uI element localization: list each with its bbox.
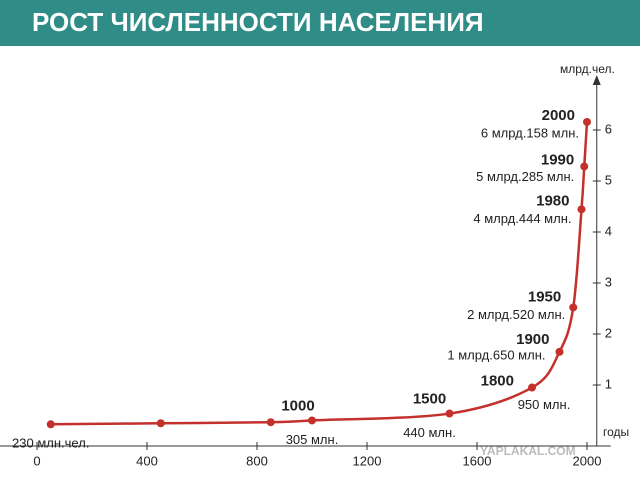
title-banner — [0, 0, 640, 46]
y-tick-label: 5 — [605, 172, 612, 187]
value-label: 1 млрд.650 млн. — [447, 347, 545, 362]
value-label: 440 млн. — [403, 425, 456, 440]
data-point — [583, 117, 591, 126]
data-point — [528, 383, 536, 392]
x-axis-label: годы — [603, 425, 629, 439]
value-label: 2 млрд.520 млн. — [467, 307, 565, 322]
data-point — [266, 418, 275, 427]
year-label: 1500 — [413, 391, 446, 408]
y-tick-label: 1 — [605, 376, 612, 391]
chart-title: РОСТ ЧИСЛЕННОСТИ НАСЕЛЕНИЯ — [32, 7, 484, 37]
y-axis-arrow — [592, 75, 601, 85]
x-tick-label: 0 — [33, 453, 40, 468]
year-label: 2000 — [542, 107, 575, 124]
x-tick-label: 2000 — [573, 453, 602, 468]
data-point — [580, 162, 589, 171]
x-tick-label: 400 — [136, 453, 158, 468]
value-label: 5 млрд.285 млн. — [476, 169, 574, 184]
y-tick-label: 6 — [605, 121, 612, 136]
value-label: 6 млрд.158 млн. — [481, 125, 579, 140]
value-label: 230 млн.чел. — [12, 436, 89, 451]
y-tick-label: 2 — [605, 325, 612, 340]
year-label: 1900 — [516, 331, 549, 348]
data-point — [445, 409, 454, 418]
value-label: 950 млн. — [518, 397, 571, 412]
data-point — [577, 205, 586, 214]
data-point — [555, 347, 564, 356]
x-tick-label: 1600 — [463, 453, 492, 468]
y-axis-label: млрд.чел. — [560, 62, 615, 76]
data-point — [308, 416, 316, 425]
year-label: 1950 — [528, 288, 561, 305]
year-label: 1800 — [481, 373, 514, 390]
year-label: 1990 — [541, 151, 574, 168]
data-point — [569, 303, 578, 312]
y-tick-label: 3 — [605, 274, 612, 289]
x-tick-label: 800 — [246, 453, 268, 468]
data-point — [46, 420, 55, 429]
year-label: 1000 — [281, 397, 314, 414]
year-label: 1980 — [536, 192, 569, 209]
data-point — [156, 419, 165, 428]
watermark: YAPLAKAL.COM — [480, 444, 576, 458]
value-label: 305 млн. — [286, 432, 339, 447]
x-tick-label: 1200 — [353, 453, 382, 468]
value-label: 4 млрд.444 млн. — [473, 211, 571, 226]
y-tick-label: 4 — [605, 223, 612, 238]
